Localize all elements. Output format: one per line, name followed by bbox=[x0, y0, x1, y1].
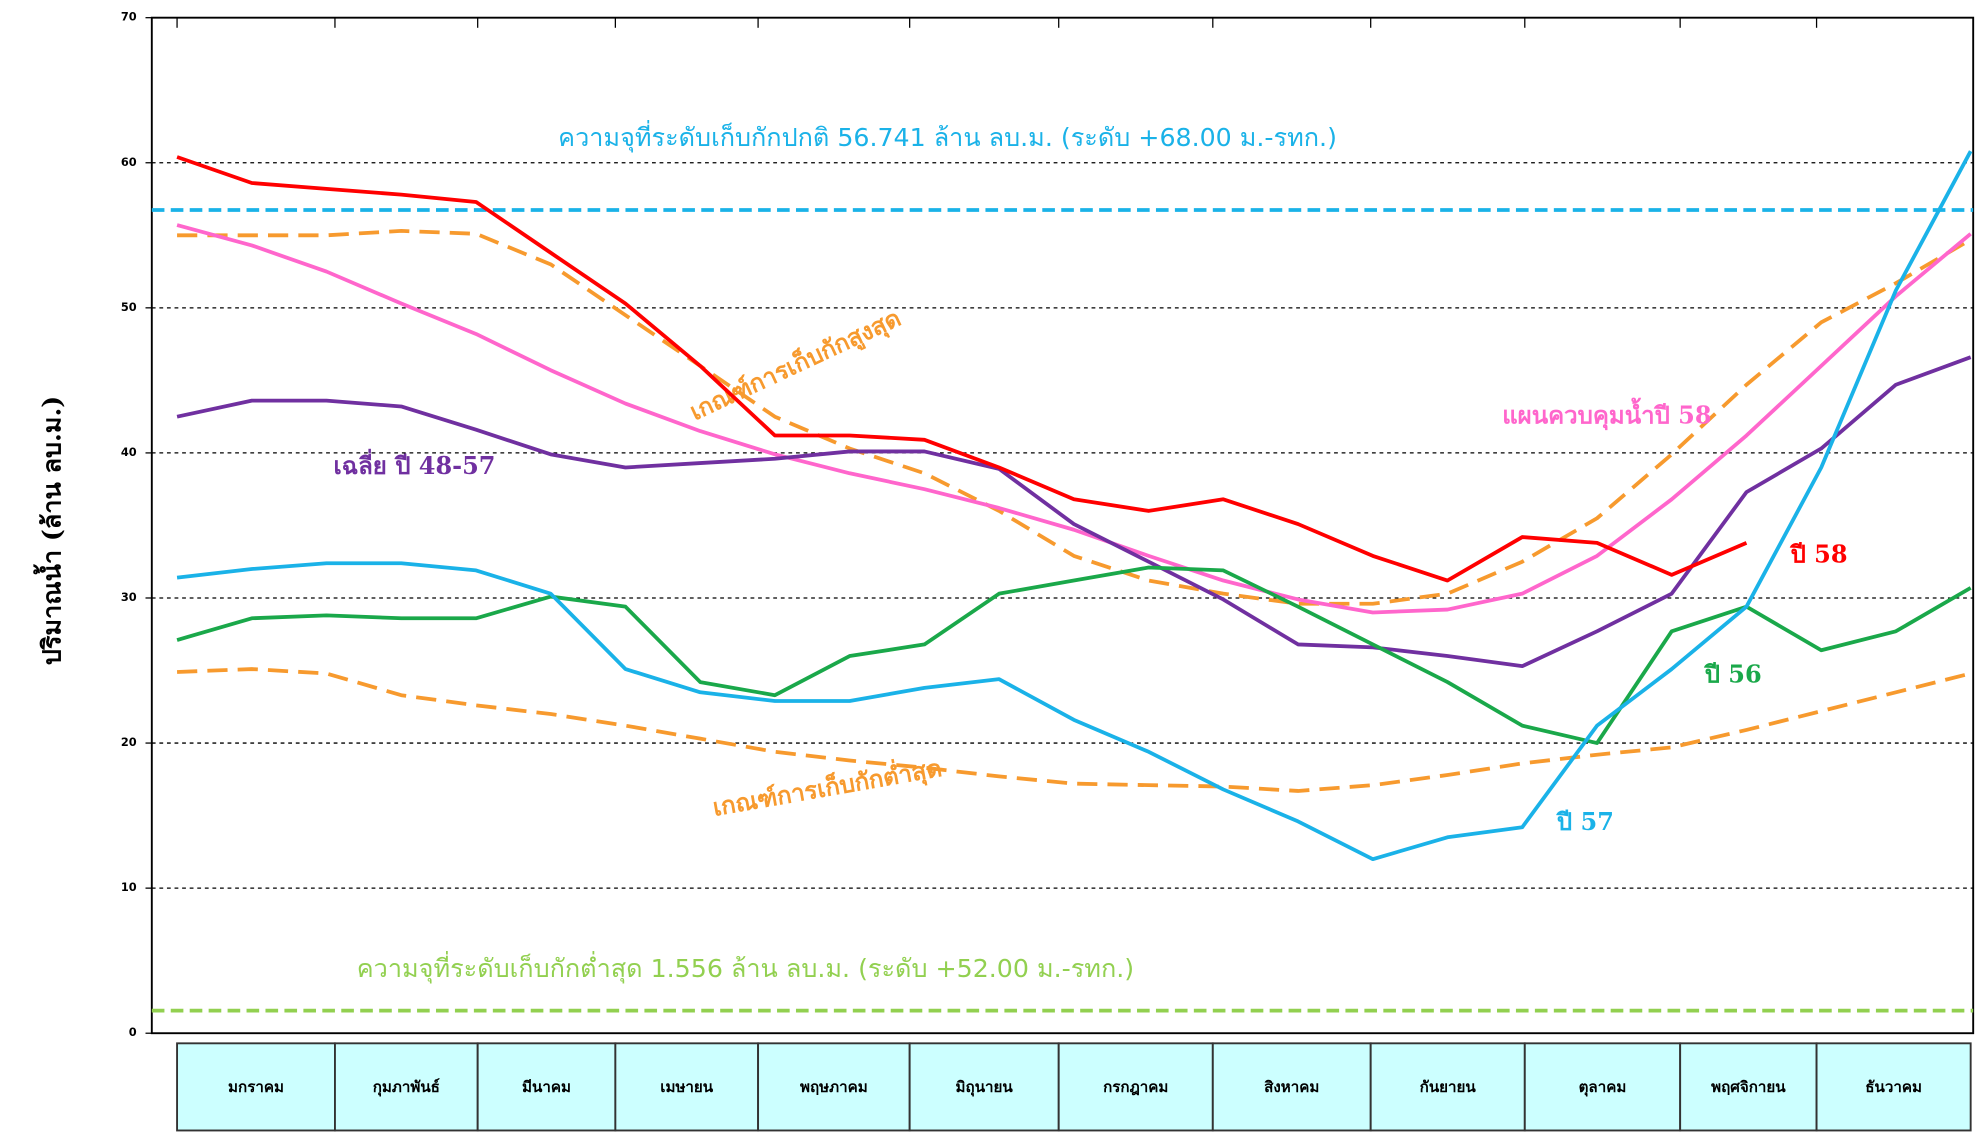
x-tick-label: กันยายน bbox=[1420, 1078, 1477, 1096]
month-box bbox=[908, 1042, 1060, 1132]
series-line bbox=[176, 565, 1972, 745]
y-tick-label: 0 bbox=[129, 1025, 137, 1039]
x-tick-label: มิถุนายน bbox=[956, 1078, 1014, 1097]
x-tick-label: ธันวาคม bbox=[1865, 1078, 1922, 1096]
series-line bbox=[176, 355, 1972, 669]
x-tick-label: พฤษภาคม bbox=[800, 1078, 868, 1096]
y-axis-label: ปริมาณน้ำ (ล้าน ลบ.ม.) bbox=[32, 396, 66, 665]
month-box bbox=[1211, 1042, 1372, 1132]
x-tick-label: มกราคม bbox=[228, 1078, 284, 1096]
x-tick-label: กุมภาพันธ์ bbox=[373, 1078, 440, 1097]
x-tick-label: มีนาคม bbox=[522, 1078, 571, 1096]
month-box bbox=[334, 1042, 479, 1132]
series-line bbox=[176, 150, 1973, 862]
x-tick-label: กรกฎาคม bbox=[1103, 1078, 1168, 1096]
month-box bbox=[1679, 1042, 1818, 1132]
y-tick-label: 20 bbox=[121, 735, 137, 749]
x-tick-label: ตุลาคม bbox=[1579, 1078, 1627, 1097]
reference-label: ความจุที่ระดับเก็บกักต่ำสุด 1.556 ล้าน ล… bbox=[357, 951, 1134, 984]
series-label: ปี 56 bbox=[1704, 659, 1762, 688]
series-label: เฉลี่ย ปี 48-57 bbox=[334, 448, 496, 480]
series-line bbox=[176, 155, 1748, 583]
y-tick-label: 10 bbox=[121, 880, 137, 894]
x-tick-label: สิงหาคม bbox=[1264, 1078, 1319, 1096]
reference-label: ความจุที่ระดับเก็บกักปกติ 56.741 ล้าน ลบ… bbox=[558, 120, 1337, 153]
y-tick-label: 30 bbox=[121, 590, 137, 604]
y-tick-label: 50 bbox=[121, 300, 137, 314]
x-tick-label: เมษายน bbox=[660, 1078, 714, 1096]
y-tick-label: 60 bbox=[121, 155, 137, 169]
series-line bbox=[177, 228, 1972, 606]
series-line bbox=[176, 223, 1972, 615]
series-label: ปี 57 bbox=[1556, 807, 1614, 836]
series-label: แผนควบคุมน้ำปี 58 bbox=[1502, 396, 1711, 431]
month-box bbox=[1369, 1042, 1526, 1132]
x-tick-label: พฤศจิกายน bbox=[1711, 1078, 1786, 1096]
y-tick-label: 70 bbox=[121, 10, 137, 24]
series-label: ปี 58 bbox=[1790, 539, 1848, 568]
month-box bbox=[1815, 1042, 1972, 1132]
month-box bbox=[1523, 1042, 1682, 1132]
month-box bbox=[757, 1042, 911, 1132]
y-tick-label: 40 bbox=[121, 445, 137, 459]
month-box bbox=[1057, 1042, 1214, 1132]
